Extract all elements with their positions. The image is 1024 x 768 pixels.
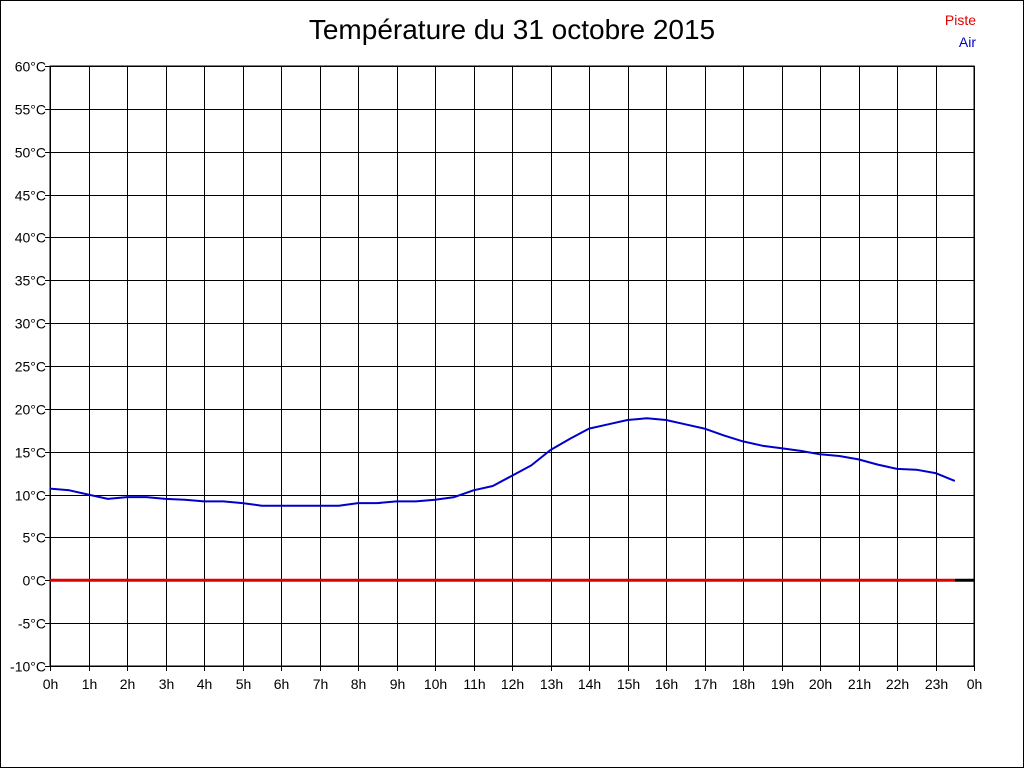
x-tick-label: 17h	[694, 676, 717, 692]
x-tick-label: 9h	[390, 676, 406, 692]
x-axis-ticks: 0h 1h 2h 3h 4h 5h 6h 7h 8h 9h 10h 11h 12h 13h 14h 15h 16…	[43, 676, 983, 692]
y-axis-ticks: 60°C 55°C 50°C 45°C 40°C 35°C 30°C 25°C 20°C 15°C…	[10, 59, 46, 675]
grid	[45, 65, 975, 671]
x-tick-label: 18h	[732, 676, 755, 692]
x-tick-label: 7h	[313, 676, 329, 692]
y-tick-label: 0°C	[23, 573, 47, 589]
x-tick-label: 0h	[43, 676, 59, 692]
series-line-air	[49, 417, 956, 507]
y-tick-label: -10°C	[10, 659, 46, 675]
x-tick-label: 14h	[578, 676, 601, 692]
x-tick-label: 1h	[82, 676, 98, 692]
chart-title: Température du 31 octobre 2015	[308, 14, 716, 45]
y-tick-label: -5°C	[18, 616, 46, 632]
y-tick-label: 30°C	[15, 316, 46, 332]
x-tick-label: 11h	[463, 676, 485, 692]
y-tick-label: 15°C	[15, 445, 46, 461]
y-tick-label: 25°C	[15, 359, 46, 375]
y-tick-label: 45°C	[15, 188, 46, 204]
x-tick-label: 5h	[236, 676, 252, 692]
y-tick-label: 35°C	[15, 273, 46, 289]
legend-item-piste: Piste	[944, 12, 976, 28]
x-tick-label: 20h	[809, 676, 832, 692]
series-layer	[49, 417, 974, 582]
x-tick-label: 10h	[424, 676, 447, 692]
x-tick-label: 12h	[501, 676, 524, 692]
x-tick-label: 6h	[274, 676, 290, 692]
x-tick-label: 21h	[848, 676, 871, 692]
y-tick-label: 40°C	[15, 230, 46, 246]
x-tick-label: 19h	[771, 676, 794, 692]
y-tick-label: 60°C	[15, 59, 46, 75]
x-tick-label: 4h	[197, 676, 213, 692]
y-tick-label: 20°C	[15, 402, 46, 418]
x-tick-label: 0h	[967, 676, 983, 692]
x-tick-label: 3h	[159, 676, 175, 692]
x-tick-label: 22h	[886, 676, 909, 692]
x-tick-label: 8h	[351, 676, 367, 692]
y-tick-label: 10°C	[15, 488, 46, 504]
x-tick-label: 13h	[540, 676, 563, 692]
x-tick-label: 16h	[655, 676, 678, 692]
y-tick-label: 50°C	[15, 145, 46, 161]
x-tick-label: 23h	[925, 676, 948, 692]
x-tick-label: 2h	[120, 676, 136, 692]
y-tick-label: 5°C	[23, 530, 47, 546]
legend-item-air: Air	[958, 34, 976, 50]
x-tick-label: 15h	[617, 676, 640, 692]
y-tick-label: 55°C	[15, 102, 46, 118]
